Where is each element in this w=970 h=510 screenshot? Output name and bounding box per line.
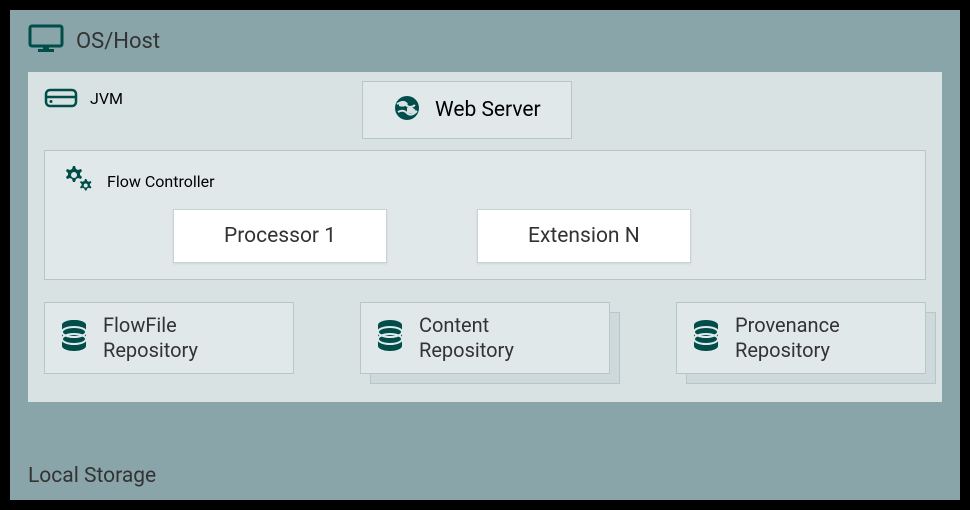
content-repo-label: Content Repository (419, 313, 514, 363)
os-host-container: OS/Host JVM (10, 10, 960, 500)
content-repo-box: Content Repository (360, 302, 610, 374)
flowfile-repo-box: FlowFile Repository (44, 302, 294, 374)
local-storage-label: Local Storage (28, 464, 156, 488)
os-host-label: OS/Host (76, 29, 160, 54)
provenance-repo-label: Provenance Repository (735, 313, 840, 363)
extension-box: Extension N (477, 209, 691, 263)
web-server-label: Web Server (435, 98, 541, 122)
jvm-header: JVM (44, 84, 123, 112)
jvm-container: JVM Web Server (28, 72, 942, 402)
gears-icon (61, 163, 95, 199)
jvm-label: JVM (90, 89, 123, 108)
os-host-header: OS/Host (28, 24, 942, 58)
flow-controller-label: Flow Controller (107, 172, 215, 191)
drive-icon (44, 84, 78, 112)
flow-controller-header: Flow Controller (61, 163, 909, 199)
flow-controller-box: Flow Controller Processor 1 Extension N (44, 150, 926, 280)
repositories-row: FlowFile Repository Content Repository (44, 302, 926, 374)
database-icon (375, 319, 405, 357)
diagram-frame: OS/Host JVM (0, 0, 970, 510)
provenance-repo-box: Provenance Repository (676, 302, 926, 374)
web-server-box: Web Server (362, 81, 572, 139)
monitor-icon (28, 24, 64, 58)
database-icon (691, 319, 721, 357)
processor-box: Processor 1 (173, 209, 387, 263)
database-icon (59, 319, 89, 357)
flowfile-repo-label: FlowFile Repository (103, 313, 198, 363)
globe-icon (393, 94, 421, 126)
